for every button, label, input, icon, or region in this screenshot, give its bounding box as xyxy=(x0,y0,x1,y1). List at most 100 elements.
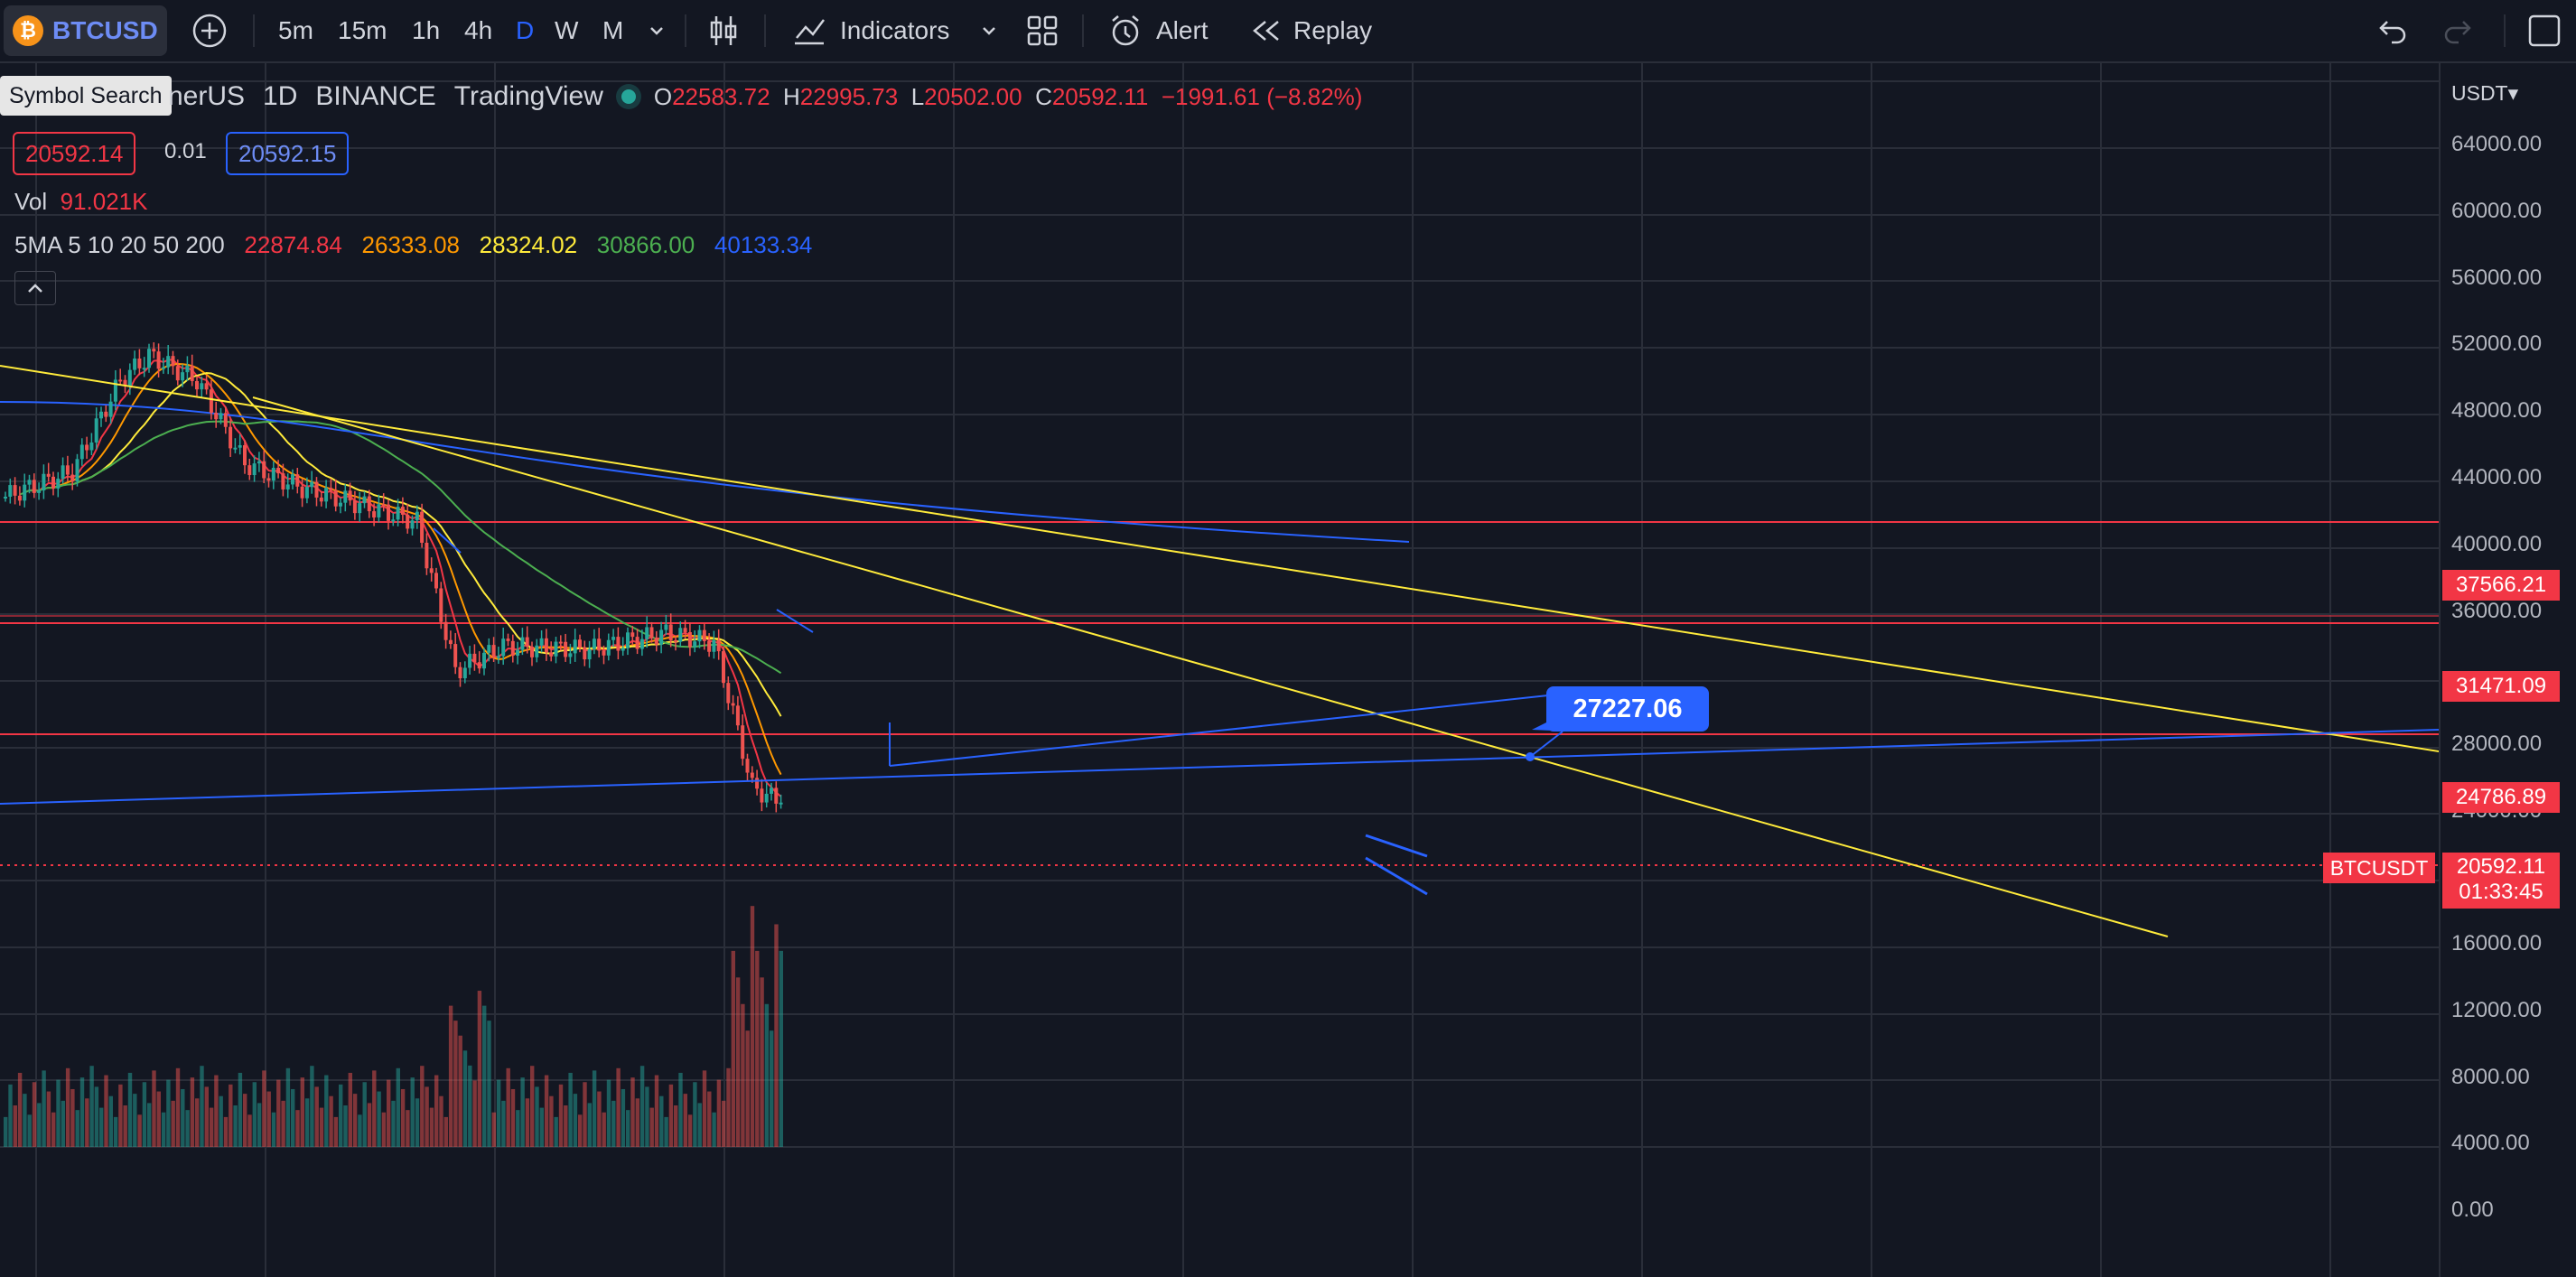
volume-bar xyxy=(453,1021,458,1147)
grid-icon xyxy=(1027,15,1058,46)
candle-body xyxy=(406,514,410,529)
volume-bar xyxy=(592,1070,597,1147)
market-status-icon xyxy=(621,89,636,104)
volume-bar xyxy=(276,1079,281,1147)
axis-tick: 40000.00 xyxy=(2451,532,2543,556)
add-symbol-button[interactable] xyxy=(191,9,228,52)
candle-body xyxy=(477,662,481,669)
redo-button[interactable] xyxy=(2442,9,2475,52)
timeframe-m[interactable]: M xyxy=(602,16,624,44)
volume-bar xyxy=(118,1084,123,1147)
candle-body xyxy=(525,637,529,648)
candle-body xyxy=(171,356,175,367)
replay-button[interactable]: Replay xyxy=(1250,9,1372,52)
volume-bar xyxy=(195,1098,200,1147)
candle-body xyxy=(425,542,429,569)
volume-bar xyxy=(635,1098,639,1147)
chart-type-button[interactable] xyxy=(708,9,739,52)
candle-body xyxy=(85,444,89,451)
redo-icon xyxy=(2444,21,2471,44)
alarm-clock-icon xyxy=(1112,15,1139,46)
price-callout[interactable]: 27227.06 xyxy=(1546,686,1709,732)
volume-bar xyxy=(664,1116,668,1147)
volume-bar xyxy=(482,1005,487,1147)
candle-body xyxy=(573,639,577,654)
volume-bar xyxy=(61,1100,65,1147)
volume-bar xyxy=(539,1107,544,1147)
volume-bar xyxy=(85,1098,89,1147)
price-axis[interactable]: USDT▾ 64000.00 60000.00 56000.00 52000.0… xyxy=(2439,63,2576,1277)
candle-body xyxy=(448,639,453,645)
volume-bar xyxy=(415,1098,420,1147)
volume-bar xyxy=(731,950,735,1147)
candle-body xyxy=(104,411,108,417)
candle-body xyxy=(774,788,779,804)
collapse-legend-button[interactable] xyxy=(14,271,56,305)
candle-body xyxy=(434,573,438,589)
candle-body xyxy=(458,666,462,679)
candle-body xyxy=(462,667,467,679)
candle-body xyxy=(166,356,171,368)
volume-bar xyxy=(181,1088,185,1147)
ask-price-button[interactable]: 20592.15 xyxy=(226,132,350,175)
timeframe-w[interactable]: W xyxy=(555,16,579,44)
volume-bar xyxy=(472,1080,477,1147)
candle-body xyxy=(142,368,146,370)
candle-body xyxy=(639,638,644,649)
timeframe-1h[interactable]: 1h xyxy=(412,16,441,44)
candle-body xyxy=(687,631,692,648)
fullscreen-button[interactable] xyxy=(2527,9,2562,52)
volume-bar xyxy=(142,1082,147,1147)
candle-body xyxy=(592,638,596,649)
candle-body xyxy=(649,627,654,638)
candle-body xyxy=(223,413,228,427)
volume-bar xyxy=(285,1067,291,1147)
timeframe-dropdown[interactable] xyxy=(647,9,667,52)
layouts-button[interactable] xyxy=(1026,9,1059,52)
currency-selector[interactable]: USDT▾ xyxy=(2451,81,2519,105)
volume-bar xyxy=(319,1107,324,1147)
axis-tick: 8000.00 xyxy=(2451,1065,2530,1089)
volume-bar xyxy=(597,1091,602,1147)
volume-bar xyxy=(147,1103,152,1147)
volume-bar xyxy=(678,1072,683,1147)
candle-body xyxy=(89,442,94,451)
alert-button[interactable]: Alert xyxy=(1107,9,1209,52)
channel-line xyxy=(776,609,814,633)
undo-button[interactable] xyxy=(2375,9,2408,52)
volume-bar xyxy=(674,1105,678,1147)
axis-tick: 0.00 xyxy=(2451,1198,2494,1222)
symbol-button[interactable]: ₿ BTCUSD xyxy=(4,5,167,56)
volume-bar xyxy=(358,1114,362,1147)
candle-body xyxy=(79,444,84,460)
candle-body xyxy=(554,641,558,657)
timeframe-d[interactable]: D xyxy=(516,16,535,44)
candle-body xyxy=(204,383,209,390)
timeframe-5m[interactable]: 5m xyxy=(278,16,313,44)
separator xyxy=(764,14,766,47)
candle-body xyxy=(156,351,161,369)
drawings[interactable] xyxy=(0,365,2439,937)
volume-bar xyxy=(735,977,741,1147)
volume-bar xyxy=(755,950,760,1147)
volume-bar xyxy=(549,1095,554,1147)
volume-bar xyxy=(741,1003,745,1147)
timeframe-4h[interactable]: 4h xyxy=(464,16,493,44)
candle-body xyxy=(779,802,783,805)
candle-body xyxy=(137,359,142,368)
candle-body xyxy=(219,413,223,420)
timeframe-15m[interactable]: 15m xyxy=(338,16,387,44)
candle-body xyxy=(266,478,271,481)
candle-body xyxy=(377,504,381,517)
price-chart[interactable] xyxy=(0,63,2439,1277)
indicators-dropdown[interactable] xyxy=(979,9,999,52)
chevron-down-icon xyxy=(650,27,663,35)
volume-bar xyxy=(400,1088,406,1147)
candle-body xyxy=(487,645,491,653)
indicators-button[interactable]: Indicators xyxy=(791,9,949,52)
bid-price-button[interactable]: 20592.14 xyxy=(13,132,136,175)
candle-body xyxy=(23,484,27,501)
symbol-description[interactable]: nerUS xyxy=(168,81,246,111)
exchange-label: BINANCE xyxy=(315,81,436,111)
volume-bar xyxy=(223,1116,229,1147)
